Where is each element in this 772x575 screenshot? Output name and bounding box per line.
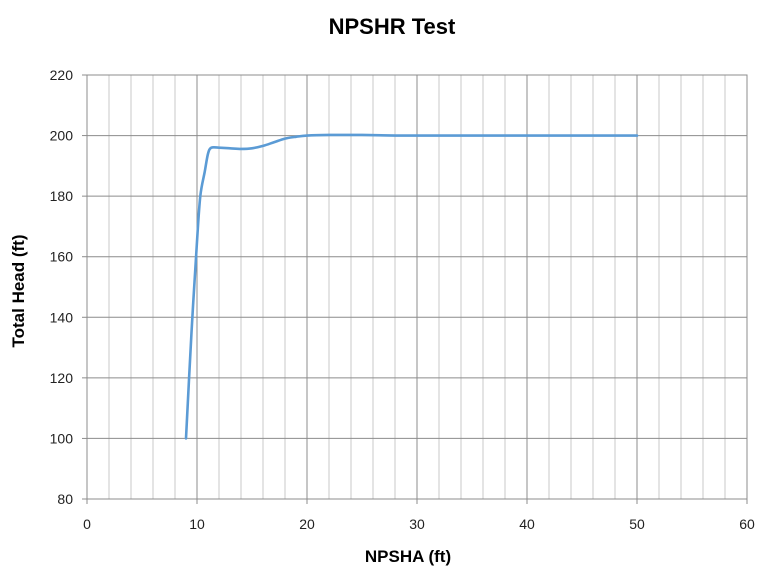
- y-tick-label: 220: [50, 67, 74, 83]
- chart-title: NPSHR Test: [329, 14, 456, 39]
- y-tick-label: 100: [50, 430, 74, 446]
- x-tick-label: 0: [83, 516, 91, 532]
- tick-labels: 0 10 20 30 40 50 60 80 100 120 140 160 180 200 220: [50, 67, 755, 532]
- y-tick-label: 200: [50, 128, 74, 144]
- x-axis-title: NPSHA (ft): [365, 547, 451, 566]
- y-tick-label: 160: [50, 249, 74, 265]
- x-tick-label: 20: [299, 516, 315, 532]
- x-tick-label: 40: [519, 516, 535, 532]
- x-tick-label: 10: [189, 516, 205, 532]
- y-axis-title: Total Head (ft): [9, 234, 28, 347]
- x-tick-label: 30: [409, 516, 425, 532]
- y-tick-label: 80: [57, 491, 73, 507]
- y-tick-label: 120: [50, 370, 74, 386]
- y-tick-label: 140: [50, 309, 74, 325]
- series-layer: [184, 133, 639, 440]
- series-line-0: [184, 133, 639, 440]
- x-tick-label: 50: [629, 516, 645, 532]
- y-tick-label: 180: [50, 188, 74, 204]
- x-tick-label: 60: [739, 516, 755, 532]
